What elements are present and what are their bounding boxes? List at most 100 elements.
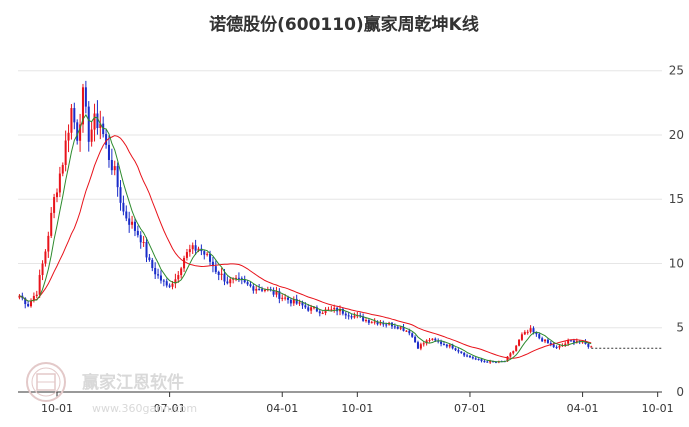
x-tick-label: 07-01: [154, 402, 186, 415]
y-tick-label: 15: [669, 192, 684, 206]
candlestick: [431, 338, 434, 341]
candlestick: [289, 297, 292, 307]
candlestick: [142, 236, 145, 247]
candlestick: [529, 325, 532, 334]
moving-average-slow: [19, 135, 592, 359]
candlestick: [269, 286, 272, 292]
candlestick: [307, 304, 310, 312]
candlestick: [79, 113, 82, 152]
candlestick: [107, 135, 110, 168]
candlestick: [226, 276, 229, 285]
candlestick: [237, 272, 240, 283]
candlestick: [133, 217, 136, 237]
candlestick: [148, 254, 151, 262]
candlestick: [220, 267, 223, 281]
candlestick: [261, 286, 264, 293]
candlestick: [509, 352, 512, 358]
candlestick: [350, 314, 353, 320]
candlestick: [486, 360, 489, 363]
candlestick: [324, 307, 327, 316]
candlestick: [191, 242, 194, 254]
candlestick: [217, 270, 220, 281]
candlestick: [229, 276, 232, 288]
candlestick: [428, 337, 431, 343]
candlestick: [538, 332, 541, 340]
candlestick: [445, 343, 448, 349]
candlestick: [67, 124, 70, 153]
candlestick: [165, 278, 168, 288]
candlestick: [203, 249, 206, 260]
candlestick: [27, 301, 30, 308]
watermark-url: www.360gann.com: [92, 402, 197, 415]
candlestick: [552, 342, 555, 349]
candlestick: [362, 313, 365, 322]
candlestick: [162, 279, 165, 287]
candlestick: [347, 312, 350, 320]
candlestick: [518, 339, 521, 347]
candlestick: [139, 231, 142, 249]
candlestick: [523, 330, 526, 336]
candlestick: [422, 341, 425, 347]
candlestick: [402, 323, 405, 332]
candlestick: [448, 343, 451, 349]
candlestick: [442, 341, 445, 346]
candlestick: [99, 110, 102, 140]
y-tick-label: 25: [669, 64, 684, 78]
y-axis-ticks: 0 5 10 15 20 25: [669, 64, 684, 399]
candlestick: [546, 337, 549, 344]
candlestick: [515, 344, 518, 352]
candlestick: [32, 292, 35, 303]
candlestick: [541, 336, 544, 342]
candlestick: [292, 296, 295, 306]
candlestick: [58, 166, 61, 198]
candlestick: [590, 345, 593, 348]
candlestick: [416, 340, 419, 350]
candlestick: [84, 80, 87, 114]
x-tick-label: 10-01: [41, 402, 73, 415]
grid: [18, 70, 662, 329]
candlestick: [275, 286, 278, 298]
candlestick: [460, 351, 463, 354]
y-tick-label: 0: [676, 385, 684, 399]
candlestick: [122, 195, 125, 216]
y-tick-label: 20: [669, 128, 684, 142]
candlestick: [145, 237, 148, 263]
candlestick: [353, 312, 356, 319]
candlestick: [483, 359, 486, 363]
candlestick: [159, 270, 162, 284]
x-tick-label: 10-01: [642, 402, 674, 415]
candlestick: [131, 215, 134, 229]
candlestick: [18, 294, 21, 300]
candlestick: [194, 239, 197, 255]
candlestick: [90, 121, 93, 147]
candlestick: [174, 273, 177, 289]
candlestick: [38, 269, 41, 299]
watermark-logo-icon: [26, 362, 66, 402]
chart-title: 诺德股份(600110)赢家周乾坤K线: [209, 14, 479, 35]
candlestick: [246, 279, 249, 286]
candlestick: [70, 104, 73, 140]
moving-average-fast: [19, 113, 592, 363]
candlestick: [587, 343, 590, 349]
candlestick: [73, 102, 76, 130]
candlestick: [93, 103, 96, 142]
candlestick: [396, 326, 399, 330]
candlestick: [272, 287, 275, 297]
candlestick: [44, 249, 47, 267]
candlestick: [235, 275, 238, 282]
candlestick: [341, 307, 344, 316]
candlestick: [154, 262, 157, 279]
candlestick: [344, 311, 347, 319]
candlestick: [136, 225, 139, 238]
x-axis-ticks: 10-01 07-01 04-01 10-01 07-01 04-01 10-01: [41, 392, 674, 415]
candlestick: [526, 329, 529, 335]
candlestick: [457, 348, 460, 354]
candlestick: [454, 347, 457, 352]
candlestick: [47, 231, 50, 258]
candlestick: [411, 332, 414, 338]
candlestick: [55, 188, 58, 203]
candlestick: [382, 320, 385, 327]
candlestick: [364, 318, 368, 323]
candlestick: [211, 256, 214, 273]
